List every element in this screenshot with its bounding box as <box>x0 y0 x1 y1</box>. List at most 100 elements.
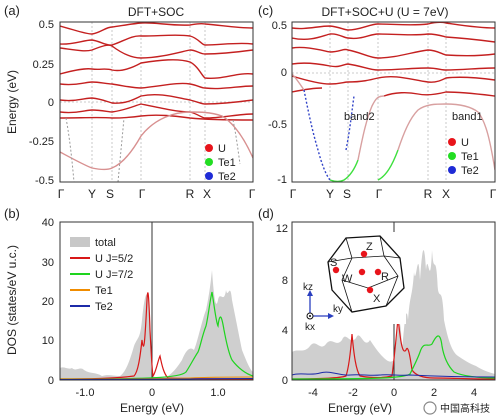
watermark: 中国高科技 <box>423 401 490 415</box>
panel-b-xtick: 0 <box>149 387 155 399</box>
bz-point-marker <box>332 266 340 274</box>
bz-point-marker <box>360 250 368 258</box>
bz-label: S <box>330 257 337 269</box>
band-line <box>292 46 495 59</box>
legend-marker <box>448 166 456 174</box>
band-line <box>60 114 253 121</box>
band1-line <box>345 95 355 151</box>
panel-c-bands <box>292 22 495 97</box>
bz-label: W <box>342 273 353 285</box>
panel-d-ytick: 4 <box>282 325 288 337</box>
panel-c-legend: U Te1 Te2 <box>448 137 479 177</box>
band-line <box>60 81 253 90</box>
band2-line <box>329 159 359 182</box>
panel-c-kpath-lines <box>292 22 495 182</box>
panel-d-xtick: -4 <box>308 387 318 399</box>
panel-c-xtick: Γ <box>490 187 497 201</box>
total-dos-area <box>292 250 495 380</box>
legend-marker <box>205 144 213 152</box>
panel-c-band2-label: band2 <box>344 111 375 123</box>
band-line <box>292 62 495 71</box>
legend-marker <box>205 172 213 180</box>
panel-d-frame <box>291 221 496 381</box>
band1-line <box>397 103 495 171</box>
panel-c-band1-label: band1 <box>452 111 483 123</box>
panel-d-ytick: 0 <box>282 375 288 387</box>
panel-a-xticks: Γ Y S Γ R X Γ <box>58 187 256 201</box>
panel-c-ytick: 0 <box>281 67 287 79</box>
panel-c: (c) DFT+SOC+U (U = 7eV) 0.5 0 -0.5 -1 <box>258 3 497 201</box>
panel-a-title: DFT+SOC <box>128 5 185 19</box>
panel-d: (d) 12 8 4 0 <box>258 206 496 415</box>
bz-axis-label: kx <box>305 322 315 333</box>
band-line <box>60 103 253 119</box>
legend-label: U J=7/2 <box>95 269 133 281</box>
panel-a-xtick: Γ <box>249 187 256 201</box>
watermark-text: 中国高科技 <box>440 402 490 415</box>
panel-b-ytick: 30 <box>42 257 54 269</box>
panel-c-xtick: Y <box>326 187 334 201</box>
panel-b-ytick: 20 <box>42 296 54 308</box>
band1-line <box>377 149 399 181</box>
panel-c-xtick: S <box>343 187 351 201</box>
ky-arrow-icon <box>328 313 334 319</box>
te-band-line <box>232 119 241 165</box>
band-line <box>60 22 253 35</box>
band-line <box>292 87 323 93</box>
panel-d-ytick: 12 <box>276 223 288 235</box>
panel-d-xticks: -4 -2 0 2 4 <box>308 387 477 399</box>
panel-c-ytick: -1 <box>277 174 287 186</box>
panel-c-xtick: R <box>424 187 433 201</box>
panel-b-ytick: 40 <box>42 217 54 229</box>
legend-label: Te2 <box>95 301 113 313</box>
panel-d-xtick: 2 <box>431 387 437 399</box>
panel-d-ytick: 8 <box>282 275 288 287</box>
panel-a-te-bands <box>65 117 241 182</box>
legend-label: Te1 <box>218 157 236 169</box>
band-line <box>383 91 495 97</box>
band-line <box>60 44 253 59</box>
panel-b-xtick: 1.0 <box>210 387 225 399</box>
panel-a-ytick: -0.25 <box>29 136 54 148</box>
panel-c-band-characters <box>292 73 495 182</box>
panel-a-ytick: 0.25 <box>33 59 54 71</box>
panel-c-frame <box>291 21 496 183</box>
panel-d-xtick: -2 <box>348 387 358 399</box>
bz-label: Z <box>366 241 373 253</box>
panel-a-bands <box>60 22 253 171</box>
te-band-line <box>117 117 125 182</box>
band-line <box>292 22 495 31</box>
band2-line <box>303 89 331 181</box>
legend-label: total <box>95 237 116 249</box>
legend-label: U <box>461 137 469 149</box>
panel-d-letter: (d) <box>258 206 274 221</box>
legend-label: Te2 <box>461 165 479 177</box>
panel-b-ytick: 10 <box>42 335 54 347</box>
panel-b-letter: (b) <box>4 206 20 221</box>
panel-b-legend: total U J=5/2 U J=7/2 Te1 Te2 <box>70 237 133 313</box>
te2-curve <box>60 378 253 380</box>
band2-line <box>292 73 305 91</box>
legend-label: Te1 <box>95 285 113 297</box>
u-j52-curve <box>60 292 253 380</box>
total-dos-area <box>60 270 253 380</box>
legend-marker <box>448 152 456 160</box>
kx-origin-dot <box>309 315 311 317</box>
panel-a-ytick: 0.5 <box>39 19 54 31</box>
panel-b-xtick: -1.0 <box>76 387 95 399</box>
bz-label: X <box>373 293 381 305</box>
te2-curve <box>292 371 495 378</box>
legend-label: Te1 <box>461 151 479 163</box>
panel-d-xtick: 0 <box>391 387 397 399</box>
wechat-icon <box>423 401 437 415</box>
panel-a-legend: U Te1 Te2 <box>205 143 236 183</box>
panel-b-curves <box>60 222 253 380</box>
band-line <box>60 34 253 46</box>
panel-c-xticks: Γ Y S Γ R X Γ <box>290 187 497 201</box>
band-line <box>292 33 495 43</box>
legend-label: U J=5/2 <box>95 253 133 265</box>
te-band-line <box>65 117 75 182</box>
band2-line <box>357 95 385 161</box>
band-line <box>292 75 495 85</box>
